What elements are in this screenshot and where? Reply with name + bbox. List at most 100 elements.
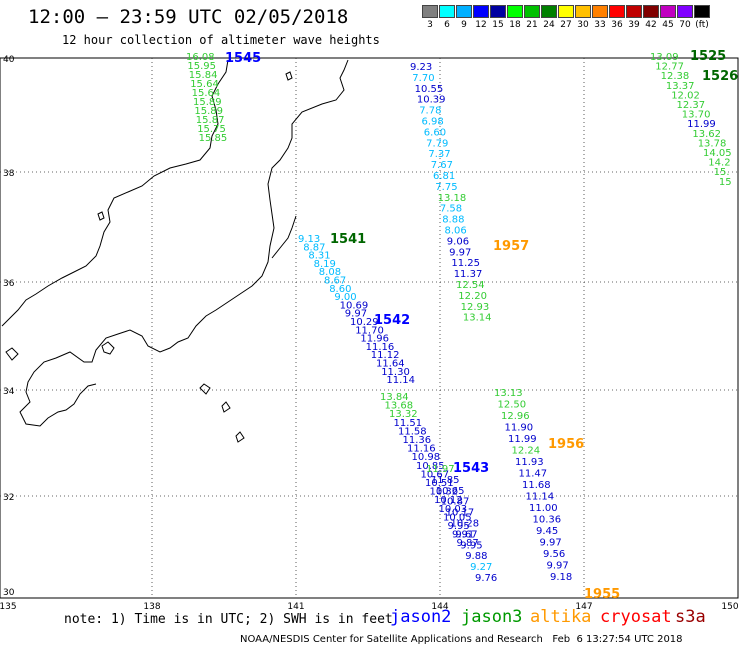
color-scale-swatch	[456, 5, 472, 18]
wave-height-label: 12.77	[655, 62, 684, 73]
wave-height-label: 10.85	[416, 461, 445, 472]
color-scale-swatch	[473, 5, 489, 18]
longitude-tick-label: 138	[143, 602, 160, 612]
wave-height-label: 15.75	[197, 124, 226, 135]
map-frame	[0, 57, 739, 599]
wave-height-label: 9.88	[465, 551, 487, 562]
pass-time-label: 1525	[690, 49, 726, 64]
wave-height-label: 11.68	[522, 480, 551, 491]
wave-height-label: 9.23	[410, 62, 432, 73]
wave-height-label: 13.78	[698, 138, 727, 149]
color-scale-label: 36	[611, 20, 623, 30]
wave-height-label: 9.13	[298, 234, 320, 245]
wave-height-label: 15.89	[194, 106, 223, 117]
wave-height-label: 8.06	[445, 226, 467, 237]
wave-height-label: 11.99	[687, 119, 716, 130]
color-scale-label: 30	[577, 20, 589, 30]
wave-height-label: 10.28	[451, 519, 480, 530]
color-scale-label: (ft)	[695, 20, 709, 30]
wave-height-label: 11.99	[508, 434, 537, 445]
wave-height-label: 11.51	[394, 418, 423, 429]
wave-height-label: 15.84	[189, 70, 218, 81]
longitude-tick-label: 141	[287, 602, 304, 612]
satellite-legend-jason3: jason3	[461, 607, 523, 627]
wave-height-label: 9.45	[536, 526, 558, 537]
wave-height-label: 6.98	[422, 117, 444, 128]
wave-height-label: 13.14	[463, 313, 492, 324]
wave-height-label: 10.29	[350, 317, 379, 328]
wave-height-label: 15.64	[190, 79, 219, 90]
wave-height-label: 13.13	[494, 388, 523, 399]
longitude-tick-label: 147	[575, 602, 592, 612]
wave-height-label: 11.37	[454, 269, 483, 280]
color-scale-label: 18	[509, 20, 521, 30]
wave-height-label: 15	[719, 177, 732, 188]
wave-height-label: 7.79	[426, 138, 448, 149]
wave-height-label: 10.17	[446, 508, 475, 519]
color-scale-label: 39	[628, 20, 640, 30]
latitude-tick-label: 38	[3, 169, 15, 179]
wave-height-label: 10.98	[412, 452, 441, 463]
wave-height-label: 15.89	[193, 97, 222, 108]
wave-height-label: 13.70	[682, 110, 711, 121]
wave-height-label: 12.93	[461, 302, 490, 313]
color-scale-swatch	[626, 5, 642, 18]
wave-height-label: 9.97	[345, 309, 367, 320]
wave-height-label: 12.20	[458, 291, 487, 302]
wave-height-label: 10.12	[434, 495, 463, 506]
longitude-tick-label: 144	[431, 602, 448, 612]
wave-height-label: 9.00	[334, 292, 356, 303]
longitude-tick-label: 135	[0, 602, 17, 612]
color-scale-swatch	[643, 5, 659, 18]
wave-height-label: 9.76	[475, 573, 497, 584]
wave-height-label: 13.37	[666, 81, 695, 92]
wave-height-label: 12.50	[498, 400, 527, 411]
wave-height-label: 8.31	[308, 251, 330, 262]
latitude-tick-label: 40	[3, 55, 15, 65]
latitude-tick-label: 30	[3, 588, 15, 598]
satellite-legend-altika: altika	[530, 607, 592, 627]
color-scale-label: 33	[594, 20, 606, 30]
color-scale-label: 3	[427, 20, 433, 30]
color-scale-label: 6	[444, 20, 450, 30]
wave-height-label: 15.95	[187, 61, 216, 72]
latitude-tick-label: 36	[3, 279, 15, 289]
wave-height-label: 8.67	[324, 276, 346, 287]
color-scale-label: 27	[560, 20, 572, 30]
wave-height-label: 6.60	[424, 127, 446, 138]
wave-height-label: 8.88	[442, 215, 464, 226]
wave-height-label: 11.93	[515, 457, 544, 468]
wave-height-label: 7.37	[428, 149, 450, 160]
wave-height-label: 13.32	[389, 409, 418, 420]
pass-time-label: 1955	[584, 587, 620, 602]
color-scale-swatch	[694, 5, 710, 18]
wave-height-label: 9.18	[550, 572, 572, 583]
wave-height-label: 8.87	[303, 242, 325, 253]
color-scale-swatch	[592, 5, 608, 18]
wave-height-label: 11.12	[371, 350, 400, 361]
wave-height-label: 11.47	[519, 469, 548, 480]
longitude-tick-label: 150	[721, 602, 738, 612]
latitude-tick-label: 34	[3, 387, 15, 397]
wave-height-label: 12.96	[501, 411, 530, 422]
wave-height-label: 10.32	[430, 487, 459, 498]
wave-height-label: 9.95	[448, 521, 470, 532]
wave-height-label: 8.08	[319, 267, 341, 278]
color-scale-swatches	[422, 5, 711, 18]
color-scale-swatch	[524, 5, 540, 18]
wave-height-label: 7.70	[412, 73, 434, 84]
wave-height-label: 12.37	[677, 100, 706, 111]
pass-time-label: 1545	[225, 51, 261, 66]
wave-height-label: 13.18	[438, 193, 467, 204]
latitude-ticks: 40 38 36 34 32 30	[3, 55, 15, 598]
wave-height-label: 9.06	[447, 236, 469, 247]
wave-height-label: 11.58	[398, 426, 427, 437]
color-scale-labels: 3 6 9 12 15 18 21 24 27 30 33 36 39 42 45 70 (ft)	[422, 20, 711, 32]
pass-time-label: 1526	[702, 69, 738, 84]
wave-height-label: 11.64	[376, 359, 405, 370]
wave-height-label: 8.19	[314, 259, 336, 270]
wave-height-label: 11.14	[526, 492, 555, 503]
wave-height-label: 7.75	[435, 182, 457, 193]
wave-height-label: 10.65	[436, 486, 465, 497]
